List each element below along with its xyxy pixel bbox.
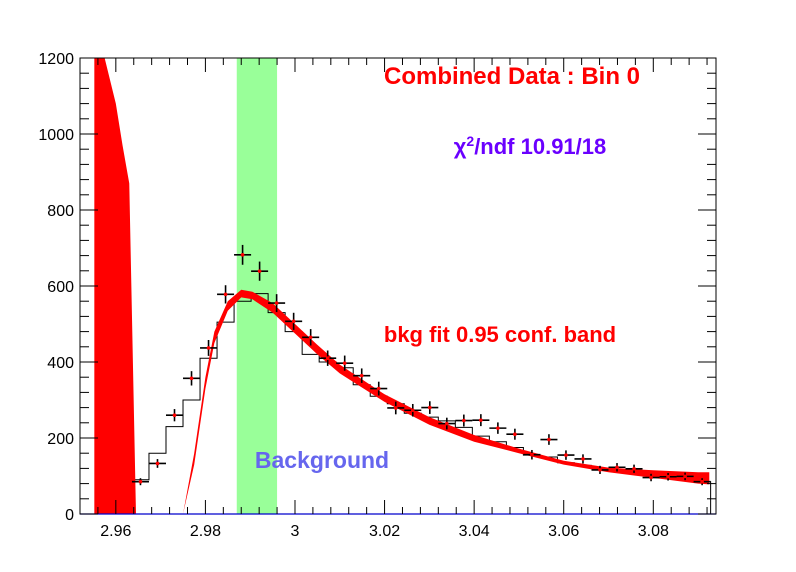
background-annotation: Background [255, 447, 389, 473]
data-point [472, 414, 490, 427]
y-tick-label: 1000 [38, 127, 74, 144]
tick-labels: 2.96 2.98 3 3.02 3.04 3.06 3.08 0 200 400 600 800 10… [38, 51, 669, 540]
y-tick-label: 200 [47, 431, 74, 448]
data-point [251, 261, 269, 281]
chart-title: Combined Data : Bin 0 [384, 63, 640, 90]
data-point [455, 414, 473, 427]
y-tick-label: 400 [47, 355, 74, 372]
data-point [574, 454, 592, 464]
data-point [540, 434, 558, 445]
data-point [489, 422, 507, 434]
data-point [183, 371, 201, 386]
signal-region-band [236, 58, 278, 514]
x-tick-label: 3.08 [638, 523, 669, 540]
x-tick-label: 3.06 [548, 523, 579, 540]
data-point [131, 478, 149, 486]
axes [79, 57, 717, 515]
data-point [557, 450, 575, 460]
data-point [285, 312, 303, 330]
data-point [676, 472, 694, 481]
data-point [608, 463, 626, 472]
data-point [693, 478, 711, 486]
data-point [217, 285, 235, 304]
data-point [234, 244, 252, 265]
y-tick-label: 600 [47, 279, 74, 296]
data-point [404, 403, 422, 417]
chi2-text: /ndf 10.91/18 [474, 134, 606, 159]
data-point [421, 401, 439, 414]
data-point [165, 409, 184, 422]
x-tick-label: 3.02 [369, 523, 400, 540]
x-tick-label: 2.96 [100, 523, 131, 540]
y-tick-label: 1200 [38, 51, 74, 68]
data-point [642, 473, 660, 482]
x-tick-label: 2.98 [190, 523, 221, 540]
data-point [302, 329, 320, 346]
data-point [370, 381, 388, 396]
data-point [319, 350, 337, 366]
y-tick-label: 0 [65, 507, 74, 524]
data-point [523, 449, 541, 460]
data-point [506, 428, 524, 440]
chi2-annotation: χ2/ndf 10.91/18 [454, 133, 607, 159]
band-annotation: bkg fit 0.95 conf. band [384, 322, 616, 347]
x-tick-label: 3.04 [459, 523, 490, 540]
data-points [131, 244, 711, 486]
data-point [336, 355, 354, 371]
data-point [387, 401, 405, 415]
plot-area [94, 58, 712, 514]
chi2-symbol: χ [454, 134, 467, 159]
y-tick-label: 800 [47, 203, 74, 220]
data-point [200, 339, 218, 356]
data-point [438, 417, 456, 430]
data-point [659, 472, 677, 481]
data-point [268, 294, 286, 313]
x-tick-label: 3 [291, 523, 300, 540]
data-point [148, 459, 166, 468]
data-point [353, 368, 371, 383]
chi2-superscript: 2 [466, 133, 474, 149]
data-point [591, 465, 609, 475]
data-point [625, 464, 643, 473]
